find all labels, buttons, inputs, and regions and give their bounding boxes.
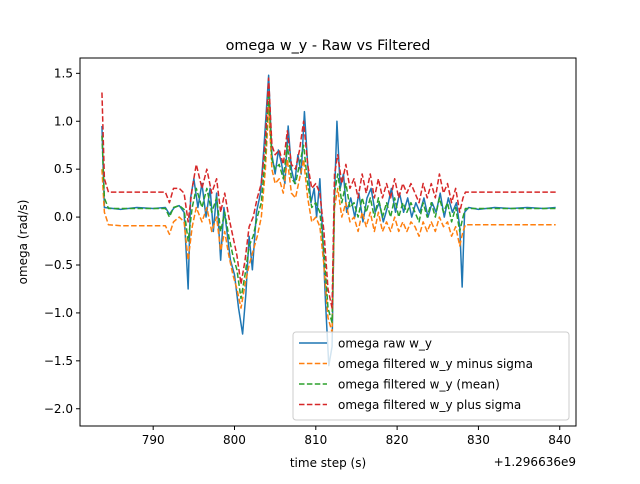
legend-label: omega raw w_y [338,337,432,351]
y-tick-label: −1.5 [44,354,73,368]
legend-label: omega filtered w_y (mean) [338,378,500,392]
x-tick-label: 800 [223,433,246,447]
chart-title: omega w_y - Raw vs Filtered [226,38,431,54]
plot-frame [79,57,577,427]
legend-label: omega filtered w_y minus sigma [338,357,533,371]
x-tick-label: 830 [467,433,490,447]
y-axis-label: omega (rad/s) [16,200,30,285]
x-tick-label: 840 [548,433,571,447]
legend-box [292,331,570,421]
series-line-4 [101,77,556,309]
y-tick-label: 0.5 [54,162,73,176]
x-offset-label: +1.296636e9 [494,455,576,469]
x-axis: 790 800 810 820 830 840 [142,426,571,447]
y-tick-label: −2.0 [44,402,73,416]
x-axis-label: time step (s) [290,456,366,470]
x-tick-label: 820 [386,433,409,447]
series-layer [101,74,556,367]
y-tick-label: −0.5 [44,258,73,272]
y-tick-label: −1.0 [44,306,73,320]
x-tick-label: 810 [304,433,327,447]
x-tick-label: 790 [142,433,165,447]
y-tick-label: 1.0 [54,114,73,128]
y-tick-label: 0.0 [54,210,73,224]
legend-label: omega filtered w_y plus sigma [338,398,521,412]
y-axis: −2.0 −1.5 −1.0 −0.5 0.0 0.5 1.0 1.5 [44,66,80,416]
series-line-3 [101,91,556,324]
series-line-2 [101,106,556,333]
y-tick-label: 1.5 [54,66,73,80]
